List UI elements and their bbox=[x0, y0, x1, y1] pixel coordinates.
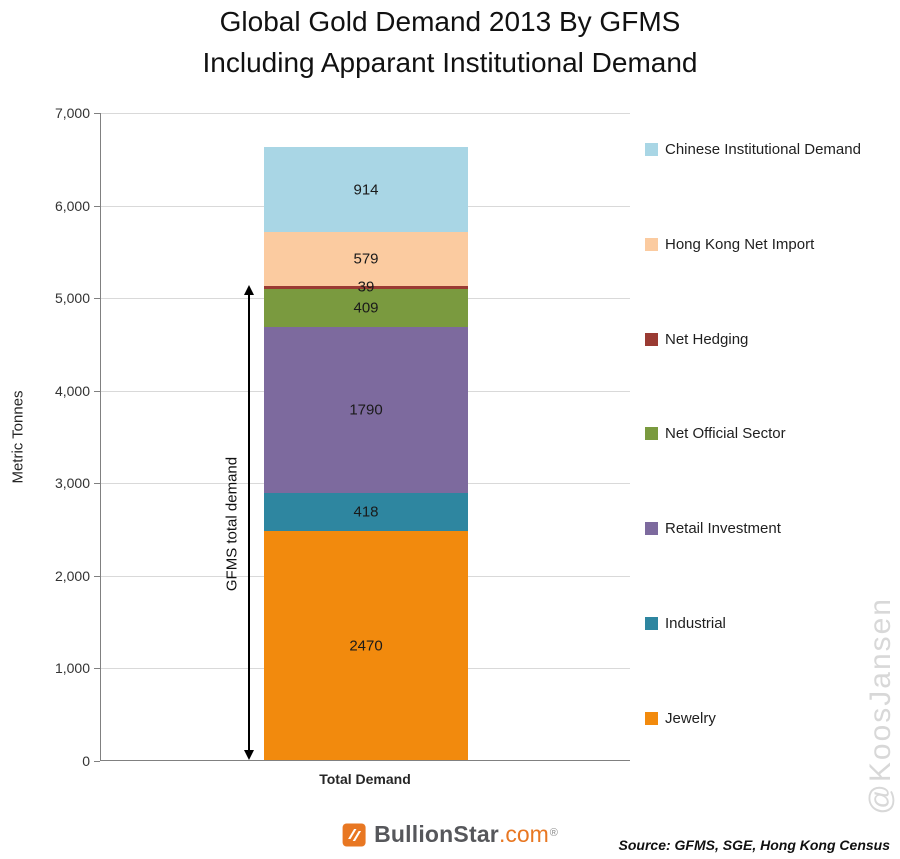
bullionstar-logo: BullionStar.com® bbox=[342, 821, 558, 848]
y-tick-label: 0 bbox=[82, 753, 90, 769]
chart-title-line2: Including Apparant Institutional Demand bbox=[202, 46, 698, 78]
bar-segment-jewelry: 2470 bbox=[264, 531, 468, 760]
gfms-total-arrow-label: GFMS total demand bbox=[223, 456, 241, 591]
arrow-line bbox=[248, 292, 250, 753]
gfms-total-arrow bbox=[244, 285, 254, 760]
legend-item: Chinese Institutional Demand bbox=[645, 141, 861, 158]
legend-item: Net Hedging bbox=[645, 331, 861, 348]
segment-value-label: 39 bbox=[357, 278, 375, 296]
stacked-bar: 2470 418 1790 409 39 579 914 bbox=[264, 147, 468, 760]
bar-segment-net-official-sector: 409 bbox=[264, 289, 468, 327]
segment-value-label: 579 bbox=[353, 250, 379, 268]
y-axis-tick bbox=[94, 483, 100, 485]
bar-segment-chinese-institutional-demand: 914 bbox=[264, 147, 468, 232]
chart-title: Global Gold Demand 2013 By GFMS Includin… bbox=[0, 2, 900, 83]
legend-swatch bbox=[645, 332, 658, 346]
source-note: Source: GFMS, SGE, Hong Kong Census bbox=[618, 837, 890, 853]
y-tick-label: 5,000 bbox=[54, 290, 90, 307]
segment-value-label: 409 bbox=[353, 299, 379, 317]
segment-value-label: 1790 bbox=[349, 401, 383, 419]
y-tick-label: 1,000 bbox=[54, 660, 90, 677]
y-axis-ticks: 0 1,000 2,000 3,000 4,000 5,000 6,000 7,000 bbox=[24, 105, 90, 769]
legend-swatch bbox=[645, 711, 658, 725]
gridline bbox=[101, 113, 630, 114]
y-tick-label: 2,000 bbox=[54, 567, 90, 584]
legend-label: Jewelry bbox=[665, 709, 716, 727]
y-axis-tick bbox=[94, 575, 100, 577]
bullionstar-logo-icon bbox=[342, 823, 366, 846]
arrow-up-icon bbox=[244, 285, 254, 296]
legend-swatch bbox=[645, 237, 658, 251]
legend-item: Jewelry bbox=[645, 710, 861, 727]
y-axis-tick bbox=[94, 668, 100, 670]
legend-swatch bbox=[645, 143, 658, 156]
bullionstar-logo-text: BullionStar.com® bbox=[374, 821, 558, 848]
chart-title-line1: Global Gold Demand 2013 By GFMS bbox=[219, 6, 681, 37]
watermark: @KoosJansen bbox=[864, 597, 897, 815]
y-tick-label: 7,000 bbox=[54, 105, 90, 121]
legend-item: Hong Kong Net Import bbox=[645, 236, 861, 253]
segment-value-label: 2470 bbox=[349, 637, 383, 655]
bar-segment-net-hedging: 39 bbox=[264, 280, 468, 295]
segment-value-label: 418 bbox=[353, 503, 379, 521]
bar-segment-retail-investment: 1790 bbox=[264, 326, 468, 493]
legend-label: Retail Investment bbox=[665, 520, 781, 538]
legend: Chinese Institutional Demand Hong Kong Ne… bbox=[645, 141, 861, 727]
bar-segment-industrial: 418 bbox=[264, 492, 468, 532]
x-category-label: Total Demand bbox=[319, 771, 411, 787]
logo-text-suffix: .com bbox=[498, 821, 549, 847]
logo-text-main: BullionStar bbox=[374, 821, 499, 847]
legend-label: Net Hedging bbox=[665, 330, 749, 348]
legend-label: Hong Kong Net Import bbox=[665, 235, 815, 253]
legend-label: Industrial bbox=[665, 615, 726, 633]
y-axis-tick bbox=[94, 298, 100, 300]
y-tick-label: 3,000 bbox=[54, 475, 90, 492]
y-tick-label: 4,000 bbox=[54, 382, 90, 399]
legend-item: Net Official Sector bbox=[645, 425, 861, 442]
legend-label: Chinese Institutional Demand bbox=[665, 141, 861, 158]
legend-swatch bbox=[645, 522, 658, 536]
y-axis-tick bbox=[94, 113, 100, 114]
bar-segment-hong-kong-net-import: 579 bbox=[264, 231, 468, 286]
legend-label: Net Official Sector bbox=[665, 425, 786, 443]
logo-registered-mark: ® bbox=[549, 826, 558, 839]
legend-swatch bbox=[645, 617, 658, 631]
arrow-down-icon bbox=[244, 750, 254, 760]
y-axis-tick bbox=[94, 390, 100, 392]
legend-item: Industrial bbox=[645, 615, 861, 632]
y-axis-tick bbox=[94, 761, 100, 762]
plot-area: GFMS total demand 2470 418 1790 409 39 579 914 bbox=[94, 113, 630, 762]
legend-item: Retail Investment bbox=[645, 520, 861, 537]
legend-swatch bbox=[645, 427, 658, 441]
y-tick-label: 6,000 bbox=[54, 197, 90, 214]
y-axis-tick bbox=[94, 205, 100, 207]
segment-value-label: 914 bbox=[353, 181, 379, 199]
